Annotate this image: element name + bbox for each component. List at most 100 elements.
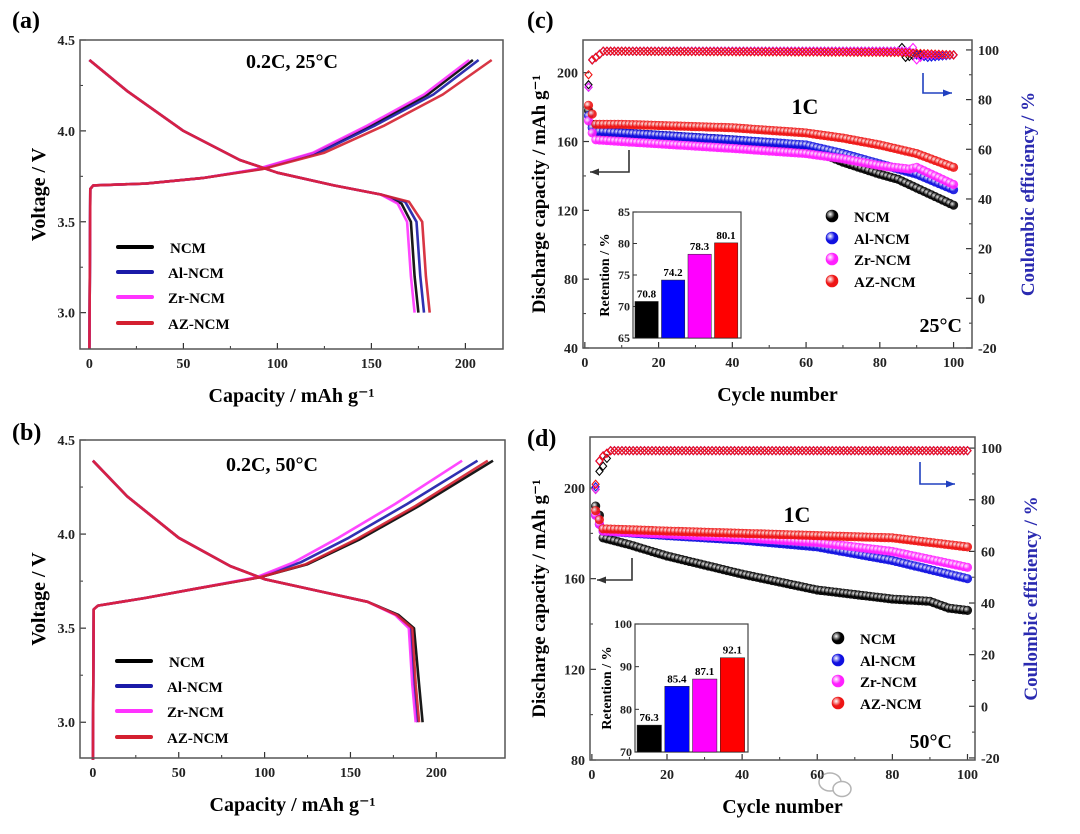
y2-tick-label: 40	[978, 193, 992, 208]
efficiency-point	[584, 79, 593, 90]
x-axis-title: Capacity / mAh g⁻¹	[210, 794, 376, 816]
efficiency-point	[746, 46, 755, 57]
inset-y-axis-title: Retention / %	[598, 233, 613, 316]
retention-bar-label: 92.1	[723, 645, 742, 657]
efficiency-point	[700, 445, 709, 456]
x-tick-label: 200	[426, 766, 447, 781]
legend-marker	[825, 231, 839, 245]
y-axis-title: Voltage / V	[28, 147, 50, 241]
efficiency-point	[919, 48, 929, 59]
inset-y-tick-label: 65	[618, 331, 630, 345]
efficiency-point	[846, 47, 855, 58]
y-tick-label: 200	[557, 67, 578, 82]
efficiency-point	[944, 445, 953, 456]
efficiency-point	[621, 46, 630, 57]
inset-y-tick-label: 75	[618, 268, 630, 282]
retention-inset: 65 70 75 80 85 Retention / % 70.8 74.2 78.3 80.1	[598, 205, 742, 345]
efficiency-point	[842, 47, 851, 58]
legend-label: Zr-NCM	[167, 705, 224, 721]
efficiency-point	[713, 46, 722, 57]
efficiency-point	[835, 445, 845, 456]
efficiency-point	[772, 47, 781, 57]
plot-area	[583, 42, 959, 210]
efficiency-point	[858, 445, 867, 456]
efficiency-point	[925, 445, 935, 456]
efficiency-point	[704, 445, 713, 456]
retention-bar-zr-ncm	[687, 253, 712, 339]
efficiency-point	[749, 445, 758, 456]
efficiency-point	[816, 47, 826, 57]
efficiency-point	[617, 445, 627, 456]
curve-az-ncm-discharge	[91, 459, 421, 723]
efficiency-point	[595, 466, 604, 477]
legend-label: Al-NCM	[168, 266, 224, 282]
efficiency-point	[864, 47, 873, 58]
efficiency-point	[783, 47, 792, 57]
retention-bar-al-ncm	[661, 279, 686, 339]
efficiency-point	[930, 49, 940, 59]
legend-marker	[825, 274, 839, 288]
efficiency-point	[905, 48, 914, 58]
capacity-point	[962, 574, 973, 584]
inset-y-tick-label: 80	[618, 237, 630, 251]
capacity-point	[594, 515, 604, 525]
curve-al-ncm-discharge	[91, 459, 419, 723]
condition-annotation: 0.2C, 25°C	[246, 51, 338, 73]
panel-label: (b)	[12, 420, 41, 446]
efficiency-point	[742, 46, 752, 57]
efficiency-point	[677, 445, 687, 456]
efficiency-point	[940, 445, 950, 456]
efficiency-point	[628, 46, 638, 57]
efficiency-point	[890, 47, 899, 58]
x-tick-label: 80	[873, 356, 887, 371]
efficiency-point	[719, 445, 728, 456]
efficiency-point	[820, 47, 829, 57]
capacity-point	[583, 100, 594, 110]
x-tick-label: 100	[267, 357, 288, 372]
efficiency-point	[728, 46, 737, 57]
efficiency-point	[651, 445, 660, 456]
efficiency-point	[797, 445, 807, 456]
efficiency-point	[692, 445, 702, 456]
efficiency-point	[918, 445, 927, 456]
efficiency-point	[767, 445, 777, 456]
legend-label: Al-NCM	[854, 232, 910, 248]
legend-label: NCM	[854, 210, 890, 226]
x-tick-label: 20	[660, 768, 674, 783]
efficiency-point	[771, 445, 781, 456]
capacity-point	[591, 506, 601, 516]
capacity-point	[962, 562, 973, 572]
x-tick-label: 40	[735, 768, 749, 783]
retention-bar-label: 70.8	[637, 288, 657, 300]
efficiency-point	[934, 49, 944, 60]
efficiency-point	[828, 445, 837, 456]
efficiency-point	[715, 445, 724, 456]
panel-label: (a)	[12, 8, 40, 34]
y-tick-label: 160	[557, 136, 578, 151]
efficiency-point	[726, 445, 736, 456]
efficiency-point	[854, 445, 863, 456]
y-tick-label: 4.0	[58, 528, 76, 543]
plot-frame	[79, 39, 504, 350]
legend-marker	[831, 696, 845, 710]
efficiency-point	[914, 445, 923, 456]
efficiency-point	[680, 46, 689, 57]
plot-frame	[79, 439, 506, 759]
efficiency-point	[632, 46, 641, 57]
efficiency-point	[654, 46, 663, 57]
efficiency-point	[599, 46, 608, 57]
legend-label: NCM	[170, 241, 206, 257]
retention-bar-ncm	[636, 724, 662, 753]
efficiency-point	[694, 46, 704, 57]
efficiency-point	[602, 453, 612, 464]
efficiency-point	[895, 445, 905, 456]
y2-tick-label: 100	[981, 442, 1002, 457]
left-axis-arrow-icon	[590, 150, 630, 173]
efficiency-point	[835, 47, 844, 58]
efficiency-point	[584, 82, 593, 93]
series-al-ncm	[591, 445, 973, 584]
efficiency-point	[598, 461, 608, 472]
efficiency-point	[643, 445, 653, 456]
inset-y-tick-label: 70	[620, 745, 632, 759]
wechat-icon-bubble	[832, 780, 852, 798]
